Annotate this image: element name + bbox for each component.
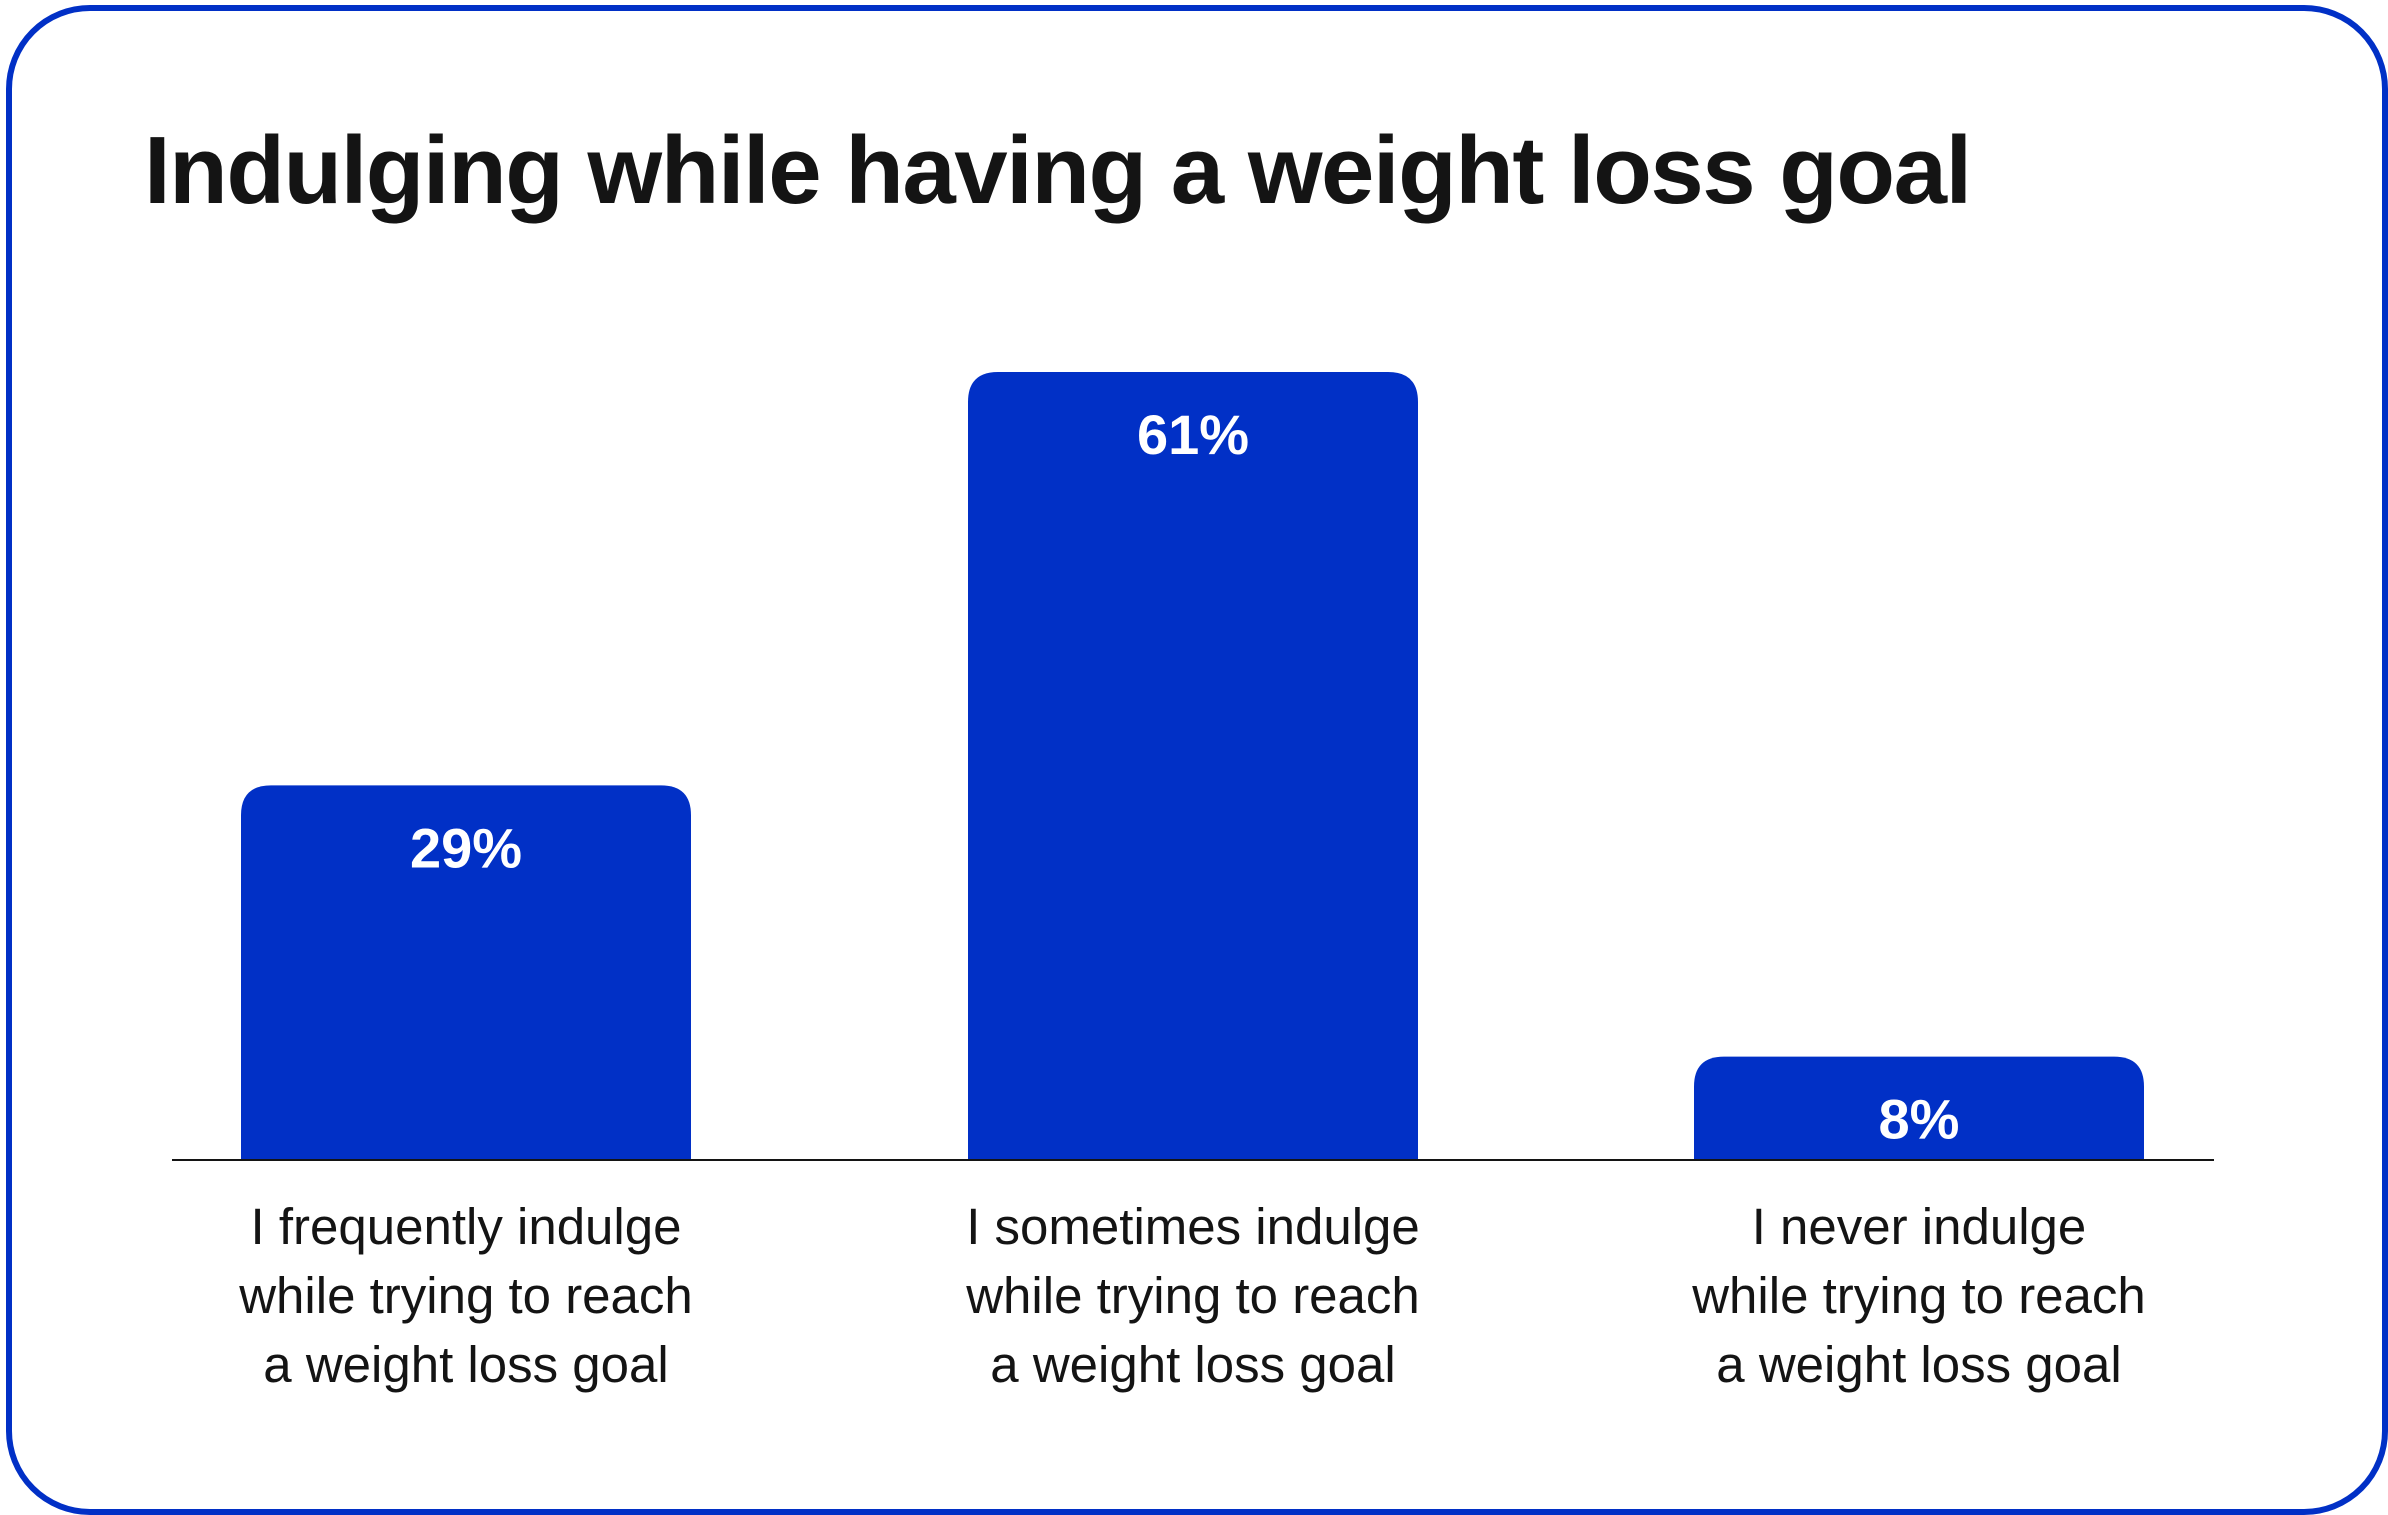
category-label-line: I never indulge (1752, 1198, 2087, 1255)
chart-title: Indulging while having a weight loss goa… (144, 117, 1972, 224)
bar-value-label-2: 61% (1137, 403, 1249, 466)
category-label-line: while trying to reach (965, 1267, 1420, 1324)
bar-1 (241, 785, 691, 1160)
category-label-1: I frequently indulge while trying to reac… (238, 1198, 693, 1393)
category-label-line: while trying to reach (1691, 1267, 2146, 1324)
category-label-2: I sometimes indulge while trying to reach… (965, 1198, 1420, 1393)
bars-group: 29% 61% 8% (241, 372, 2144, 1160)
category-labels-group: I frequently indulge while trying to reac… (238, 1198, 2146, 1393)
category-label-line: I sometimes indulge (966, 1198, 1420, 1255)
category-label-line: a weight loss goal (990, 1336, 1395, 1393)
category-label-line: a weight loss goal (263, 1336, 668, 1393)
category-label-line: I frequently indulge (251, 1198, 682, 1255)
bar-2 (968, 372, 1418, 1160)
category-label-3: I never indulge while trying to reach a we… (1691, 1198, 2146, 1393)
category-label-line: while trying to reach (238, 1267, 693, 1324)
bar-value-label-3: 8% (1879, 1088, 1960, 1151)
bar-value-label-1: 29% (410, 816, 522, 879)
bar-3 (1694, 1056, 2144, 1160)
category-label-line: a weight loss goal (1716, 1336, 2121, 1393)
